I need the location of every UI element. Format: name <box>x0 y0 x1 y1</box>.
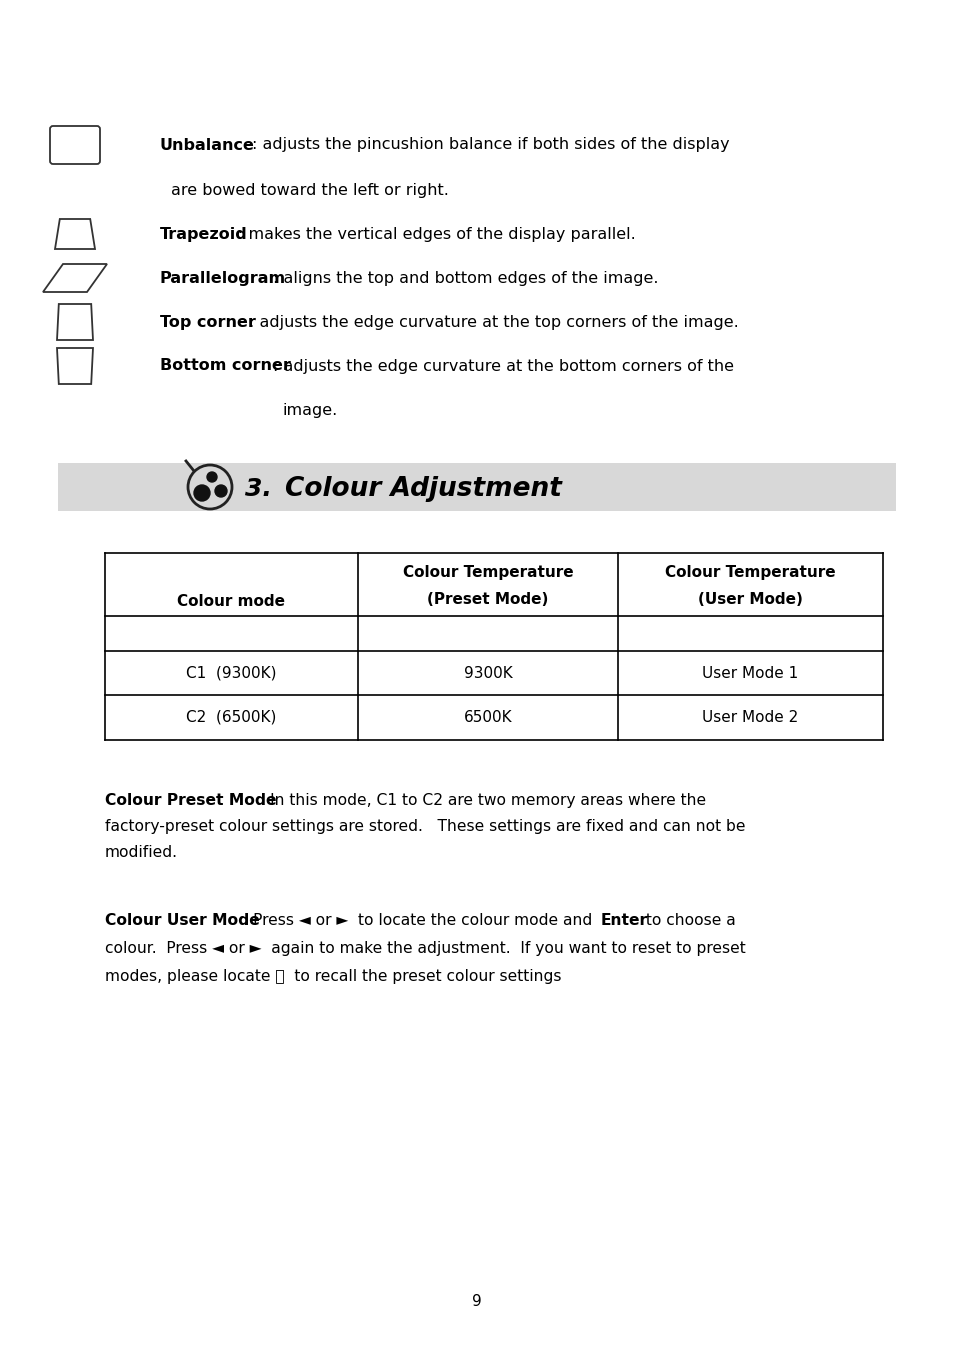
Text: C1  (9300K): C1 (9300K) <box>186 665 276 680</box>
Text: 6500K: 6500K <box>463 710 512 725</box>
Text: User Mode 2: User Mode 2 <box>701 710 798 725</box>
Text: Colour User Mode: Colour User Mode <box>105 913 259 927</box>
Text: Colour Preset Mode: Colour Preset Mode <box>105 794 276 808</box>
Text: (Preset Mode): (Preset Mode) <box>427 592 548 607</box>
Text: User Mode 1: User Mode 1 <box>701 665 798 680</box>
Text: Colour mode: Colour mode <box>177 595 285 610</box>
Text: Trapezoid: Trapezoid <box>160 227 248 242</box>
Text: Colour Temperature: Colour Temperature <box>402 565 573 580</box>
Text: Enter: Enter <box>600 913 647 927</box>
Text: image.: image. <box>282 403 337 418</box>
Text: Colour Adjustment: Colour Adjustment <box>285 476 561 502</box>
Text: : adjusts the pincushion balance if both sides of the display: : adjusts the pincushion balance if both… <box>252 138 729 153</box>
Text: 9300K: 9300K <box>463 665 512 680</box>
Text: : adjusts the edge curvature at the top corners of the image.: : adjusts the edge curvature at the top … <box>249 315 738 330</box>
Text: : adjusts the edge curvature at the bottom corners of the: : adjusts the edge curvature at the bott… <box>273 358 733 373</box>
Text: modified.: modified. <box>105 845 178 860</box>
Text: Colour Temperature: Colour Temperature <box>664 565 835 580</box>
Text: 3.: 3. <box>245 477 272 502</box>
Text: modes, please locate ⏭  to recall the preset colour settings: modes, please locate ⏭ to recall the pre… <box>105 969 561 984</box>
Bar <box>58 462 895 511</box>
Text: : Press ◄ or ►  to locate the colour mode and: : Press ◄ or ► to locate the colour mode… <box>243 913 597 927</box>
Text: Parallelogram: Parallelogram <box>160 270 286 285</box>
Text: 9: 9 <box>472 1294 481 1310</box>
Circle shape <box>207 472 216 483</box>
Text: factory-preset colour settings are stored.   These settings are fixed and can no: factory-preset colour settings are store… <box>105 819 744 834</box>
Text: : aligns the top and bottom edges of the image.: : aligns the top and bottom edges of the… <box>273 270 658 285</box>
Text: are bowed toward the left or right.: are bowed toward the left or right. <box>171 183 449 197</box>
Text: colour.  Press ◄ or ►  again to make the adjustment.  If you want to reset to pr: colour. Press ◄ or ► again to make the a… <box>105 941 745 956</box>
Text: : In this mode, C1 to C2 are two memory areas where the: : In this mode, C1 to C2 are two memory … <box>260 794 705 808</box>
Text: to choose a: to choose a <box>640 913 735 927</box>
Text: Unbalance: Unbalance <box>160 138 254 153</box>
Circle shape <box>193 485 210 502</box>
Text: : makes the vertical edges of the display parallel.: : makes the vertical edges of the displa… <box>237 227 635 242</box>
Text: (User Mode): (User Mode) <box>698 592 802 607</box>
Text: Top corner: Top corner <box>160 315 255 330</box>
Text: C2  (6500K): C2 (6500K) <box>186 710 276 725</box>
Circle shape <box>214 485 227 498</box>
Text: Bottom corner: Bottom corner <box>160 358 291 373</box>
